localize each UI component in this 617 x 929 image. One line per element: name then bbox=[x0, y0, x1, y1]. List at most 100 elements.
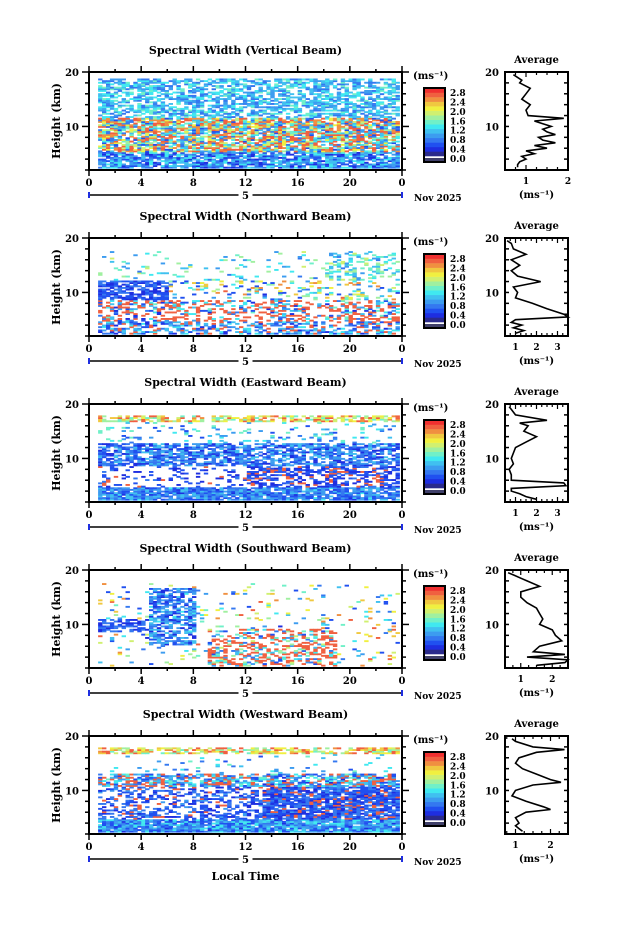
heatmap-cell bbox=[207, 145, 213, 148]
heatmap-cell bbox=[188, 119, 193, 122]
heatmap-cell bbox=[321, 148, 326, 151]
heatmap-cell bbox=[254, 152, 259, 154]
heatmap-cell bbox=[207, 497, 213, 499]
heatmap-cell bbox=[223, 332, 228, 335]
heatmap-cell bbox=[113, 93, 119, 96]
heatmap-cell bbox=[152, 329, 158, 332]
heatmap-cell bbox=[203, 331, 209, 333]
colorbar-tick-label: 1.2 bbox=[450, 293, 466, 303]
heatmap-cell bbox=[137, 85, 142, 87]
colorbar-swatch bbox=[424, 92, 445, 98]
heatmap-cell bbox=[164, 127, 169, 130]
heatmap-cell bbox=[325, 331, 330, 333]
heatmap-cell bbox=[176, 109, 181, 112]
heatmap-cell bbox=[227, 114, 232, 117]
heatmap-cell bbox=[352, 327, 357, 330]
heatmap-cell bbox=[356, 288, 361, 291]
heatmap-cell bbox=[258, 288, 263, 291]
heatmap-cell bbox=[282, 93, 287, 96]
heatmap-cell bbox=[172, 492, 177, 495]
heatmap-cell bbox=[395, 308, 400, 311]
heatmap-cell bbox=[231, 129, 236, 132]
heatmap-cell bbox=[278, 331, 283, 333]
heatmap-cell bbox=[293, 96, 299, 99]
heatmap-cell bbox=[395, 129, 400, 132]
heatmap-cell bbox=[231, 150, 236, 153]
heatmap-cell bbox=[282, 142, 287, 145]
heatmap-cell bbox=[219, 152, 224, 154]
heatmap-cell bbox=[321, 106, 326, 109]
heatmap-cell bbox=[117, 166, 123, 169]
heatmap-cell bbox=[195, 161, 201, 164]
heatmap-cell bbox=[301, 497, 306, 499]
heatmap-cell bbox=[336, 498, 342, 501]
heatmap-cell bbox=[113, 127, 119, 130]
heatmap-cell bbox=[223, 143, 228, 146]
heatmap-cell bbox=[106, 122, 111, 125]
heatmap-cell bbox=[207, 124, 213, 127]
heatmap-cell bbox=[199, 156, 205, 159]
heatmap-cell bbox=[364, 295, 369, 298]
heatmap-cell bbox=[293, 81, 299, 84]
heatmap-cell bbox=[348, 301, 353, 304]
heatmap-cell bbox=[231, 259, 236, 262]
heatmap-cell bbox=[231, 116, 236, 118]
heatmap-cell bbox=[250, 94, 256, 97]
heatmap-cell bbox=[289, 166, 295, 169]
heatmap-cell bbox=[364, 86, 369, 89]
heatmap-cell bbox=[125, 116, 130, 118]
heatmap-cell bbox=[391, 316, 396, 319]
heatmap-cell bbox=[141, 91, 146, 94]
heatmap-cell bbox=[223, 318, 228, 320]
heatmap-cell bbox=[164, 145, 169, 148]
heatmap-cell bbox=[293, 127, 299, 130]
heatmap-cell bbox=[160, 152, 166, 154]
heatmap-cell bbox=[199, 288, 205, 291]
heatmap-cell bbox=[172, 165, 177, 167]
heatmap-cell bbox=[254, 495, 259, 498]
heatmap-cell bbox=[172, 122, 177, 125]
heatmap-cell bbox=[356, 111, 361, 114]
heatmap-cell bbox=[313, 98, 318, 100]
heatmap-cell bbox=[375, 331, 381, 333]
avg-y-tick-label: 20 bbox=[485, 234, 499, 245]
heatmap-cell bbox=[109, 309, 115, 312]
heatmap-cell bbox=[387, 152, 393, 154]
heatmap-cell bbox=[109, 163, 115, 166]
heatmap-cell bbox=[195, 492, 201, 495]
heatmap-cell bbox=[332, 306, 338, 309]
heatmap-cell bbox=[172, 143, 177, 146]
heatmap-cell bbox=[395, 269, 400, 271]
heatmap-cell bbox=[285, 127, 291, 130]
heatmap-cell bbox=[297, 122, 303, 125]
heatmap-cell bbox=[141, 143, 146, 146]
heatmap-cell bbox=[372, 132, 377, 135]
heatmap-cell bbox=[336, 135, 342, 138]
heatmap-cell bbox=[102, 153, 107, 156]
heatmap-cell bbox=[317, 125, 322, 128]
heatmap-cell bbox=[121, 125, 126, 128]
heatmap-cell bbox=[235, 497, 240, 499]
heatmap-cell bbox=[180, 332, 185, 335]
heatmap-cell bbox=[121, 112, 126, 115]
heatmap-cell bbox=[242, 166, 248, 169]
heatmap-cell bbox=[106, 104, 111, 107]
heatmap-cell bbox=[141, 290, 146, 293]
heatmap-cell bbox=[188, 145, 193, 148]
heatmap-cell bbox=[129, 109, 134, 112]
heatmap-cell bbox=[195, 130, 201, 133]
heatmap-cell bbox=[364, 264, 369, 266]
heatmap-cell bbox=[383, 498, 389, 501]
heatmap-cell bbox=[113, 288, 119, 291]
heatmap-cell bbox=[282, 101, 287, 104]
heatmap-cell bbox=[293, 104, 299, 107]
heatmap-cell bbox=[325, 83, 330, 86]
heatmap-cell bbox=[246, 94, 252, 97]
heatmap-cell bbox=[152, 155, 158, 158]
heatmap-cell bbox=[274, 155, 279, 158]
heatmap-cell bbox=[199, 160, 205, 163]
heatmap-cell bbox=[379, 158, 385, 161]
heatmap-cell bbox=[372, 270, 377, 273]
heatmap-cell bbox=[340, 300, 346, 302]
heatmap-cell bbox=[368, 318, 373, 320]
